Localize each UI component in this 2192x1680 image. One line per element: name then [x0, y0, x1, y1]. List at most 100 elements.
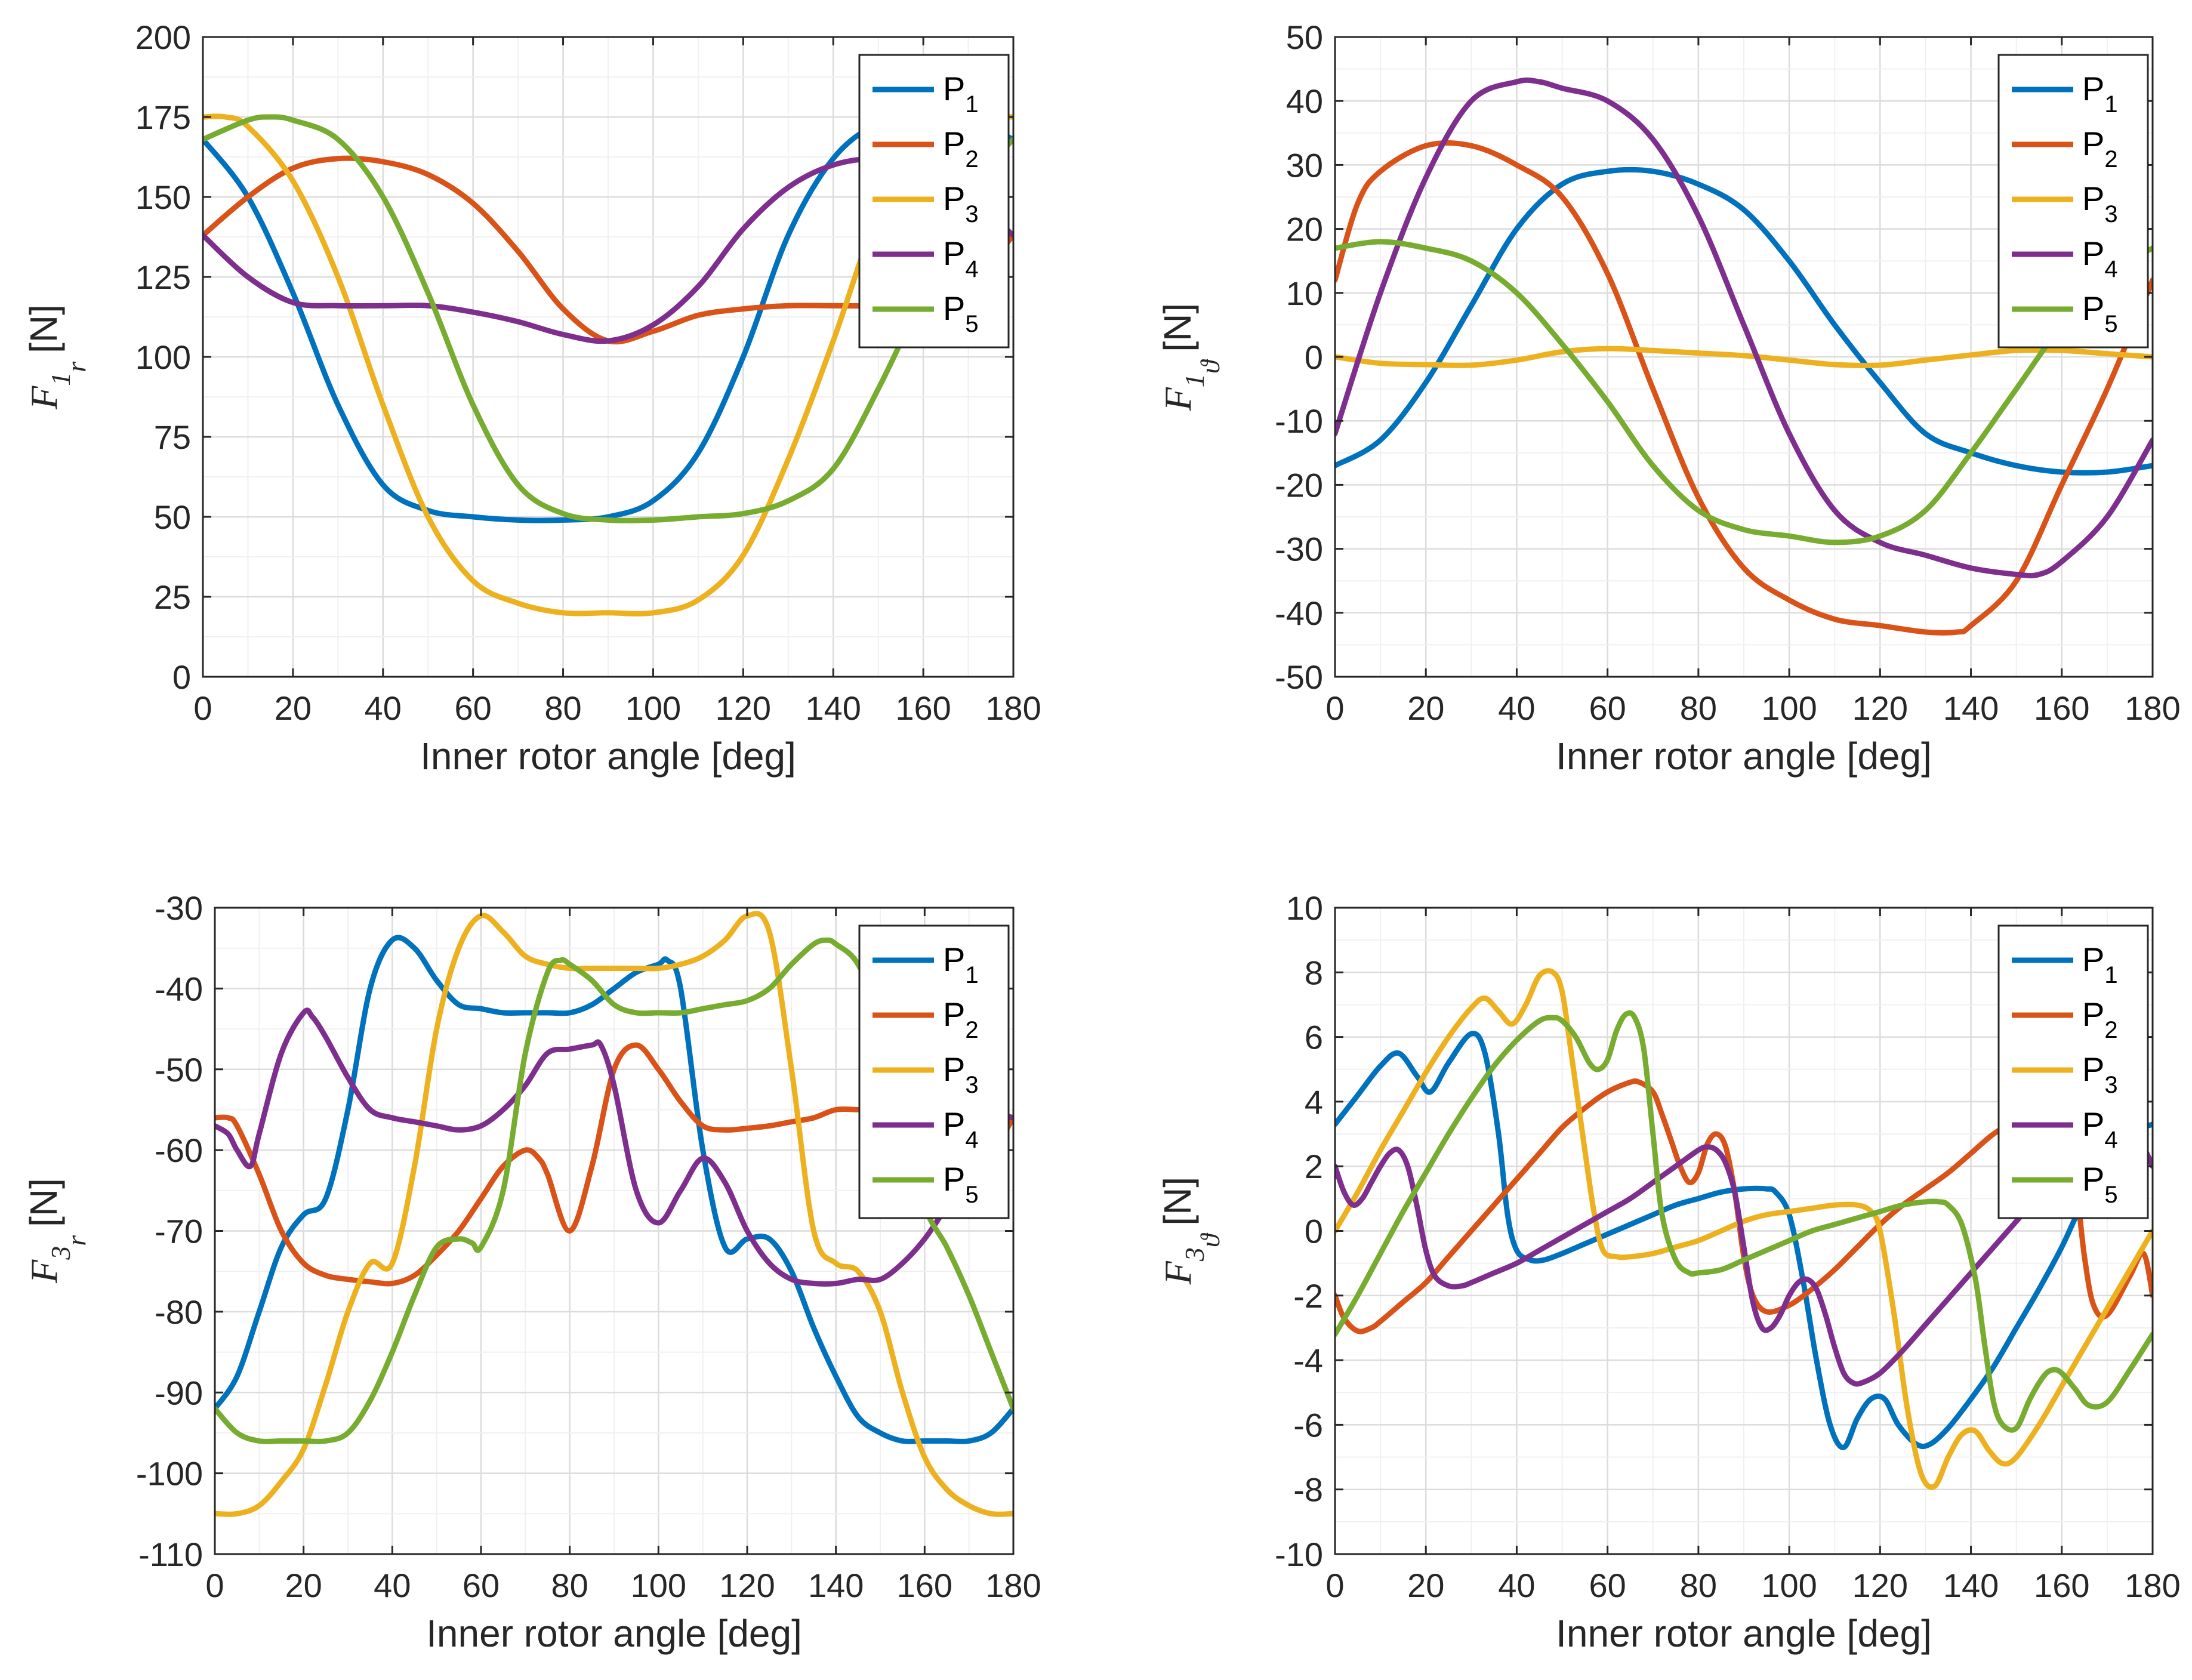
- x-tick-label: 160: [2034, 689, 2089, 727]
- x-tick-label: 0: [193, 689, 212, 727]
- legend-label-p1: P1: [943, 941, 979, 988]
- x-tick-label: 20: [275, 689, 312, 727]
- y-tick-label: -50: [1275, 658, 1323, 696]
- legend-label-p4: P4: [2082, 1105, 2118, 1153]
- legend-label-p3: P3: [943, 1050, 979, 1098]
- chart-panel-2: 0 20 40 60 80 100 120 140 160 180-50-40-30-20-100…: [1156, 19, 2181, 778]
- legend-label-p3: P3: [2082, 1050, 2118, 1098]
- legend-label-sub: 3: [2104, 201, 2117, 227]
- legend-label-p1: P1: [2082, 70, 2118, 118]
- y-tick-label: -60: [155, 1132, 203, 1169]
- legend-label-sub: 2: [2104, 146, 2117, 172]
- x-tick-label: 0: [205, 1567, 224, 1604]
- legend-label-sub: 2: [2104, 1017, 2117, 1043]
- x-tick-label: 80: [551, 1567, 588, 1604]
- legend-label-base: P: [2082, 1160, 2104, 1198]
- y-tick-label: -40: [1275, 594, 1323, 632]
- y-tick-label: 4: [1305, 1083, 1323, 1121]
- y-label-sub: 1: [45, 372, 76, 386]
- y-tick-label: 30: [1286, 146, 1323, 184]
- legend-label-sub: 1: [2104, 962, 2117, 988]
- x-tick-label: 80: [544, 689, 581, 727]
- y-tick-label: 6: [1305, 1019, 1323, 1056]
- legend-label-p5: P5: [943, 289, 979, 337]
- legend-label-sub: 1: [965, 962, 978, 988]
- y-tick-label: 20: [1286, 211, 1323, 248]
- chart-panel-4: 0 20 40 60 80 100 120 140 160 180 -10 -8 -6 -4 -2 0 2 4 6 8…: [1156, 889, 2181, 1655]
- y-axis-label: F3r [N]: [22, 1178, 91, 1284]
- x-tick-label: 80: [1680, 689, 1717, 727]
- legend-label-base: P: [943, 289, 965, 327]
- y-tick-label: 50: [1286, 19, 1323, 56]
- y-axis-label: F1ϑ [N]: [1156, 303, 1225, 411]
- y-label-sub: 3: [1179, 1247, 1210, 1262]
- y-label-symbol: F: [23, 386, 65, 410]
- y-tick-label: 150: [135, 178, 191, 216]
- x-tick-label: 160: [2034, 1567, 2089, 1604]
- y-tick-label: -8: [1293, 1471, 1323, 1509]
- series-line-p5: [1335, 239, 2153, 545]
- series-line-p4: [1335, 77, 2153, 579]
- y-tick-label: -70: [155, 1213, 203, 1250]
- legend-label-p2: P2: [2082, 125, 2118, 172]
- y-tick-label: -110: [138, 1536, 203, 1573]
- legend-label-p5: P5: [2082, 289, 2118, 337]
- legend-label-p4: P4: [943, 235, 979, 282]
- x-tick-label: 40: [1498, 1567, 1535, 1604]
- legend-label-sub: 5: [965, 1182, 978, 1208]
- x-tick-label: 100: [625, 689, 681, 727]
- y-tick-label: 40: [1286, 82, 1323, 120]
- x-tick-label: 140: [1943, 1567, 1999, 1604]
- x-tick-label: 160: [895, 689, 951, 727]
- x-tick-label: 40: [374, 1567, 411, 1604]
- y-label-subsub: r: [61, 1235, 91, 1246]
- legend-label-sub: 5: [2104, 311, 2117, 337]
- y-label-symbol: F: [1157, 387, 1199, 411]
- x-tick-label: 120: [1852, 1567, 1908, 1604]
- x-tick-label: 100: [1761, 689, 1817, 727]
- y-label-symbol: F: [23, 1259, 65, 1284]
- y-tick-label: 175: [135, 98, 191, 136]
- legend-label-base: P: [2082, 1105, 2104, 1143]
- y-label-sub: 1: [1179, 374, 1210, 387]
- y-tick-label: 25: [154, 578, 191, 616]
- legend-label-base: P: [2082, 70, 2104, 107]
- x-tick-label: 180: [985, 1567, 1041, 1604]
- y-tick-label: -50: [155, 1051, 203, 1089]
- y-label-subsub: ϑ: [1195, 1232, 1225, 1247]
- legend-label-sub: 4: [965, 1127, 978, 1153]
- legend-label-base: P: [2082, 995, 2104, 1033]
- x-tick-label: 180: [2125, 1567, 2180, 1604]
- series-line-p2: [1335, 140, 2153, 636]
- legend-label-sub: 5: [965, 311, 978, 337]
- y-tick-label: 10: [1286, 889, 1323, 927]
- legend-label-sub: 3: [965, 1072, 978, 1098]
- legend-label-base: P: [943, 941, 965, 978]
- legend-label-base: P: [2082, 180, 2104, 217]
- legend-label-sub: 1: [965, 91, 978, 118]
- x-tick-label: 180: [2125, 689, 2180, 727]
- x-tick-label: 60: [1589, 1567, 1626, 1604]
- y-tick-label: -4: [1293, 1342, 1323, 1379]
- legend-label-base: P: [943, 1105, 965, 1143]
- series-line-p1: [1335, 167, 2153, 476]
- x-tick-label: 180: [985, 689, 1041, 727]
- x-tick-label: 20: [285, 1567, 322, 1604]
- x-tick-label: 120: [1852, 689, 1908, 727]
- legend-label-p1: P1: [2082, 941, 2118, 988]
- x-tick-label: 20: [1407, 1567, 1444, 1604]
- y-tick-label: -90: [155, 1374, 203, 1411]
- legend-label-base: P: [943, 235, 965, 272]
- chart-panel-1: 0 20 40 60 80 100 120 140 160 1800255075100125150…: [22, 19, 1041, 778]
- legend-label-base: P: [943, 1160, 965, 1198]
- x-axis-label: Inner rotor angle [deg]: [1556, 1612, 1932, 1655]
- legend-label-base: P: [943, 180, 965, 217]
- x-tick-label: 120: [719, 1567, 775, 1604]
- legend-label-sub: 1: [2104, 91, 2117, 118]
- series-line-p1: [215, 935, 1013, 1444]
- series-group: [1335, 77, 2153, 636]
- y-tick-label: 0: [172, 658, 191, 696]
